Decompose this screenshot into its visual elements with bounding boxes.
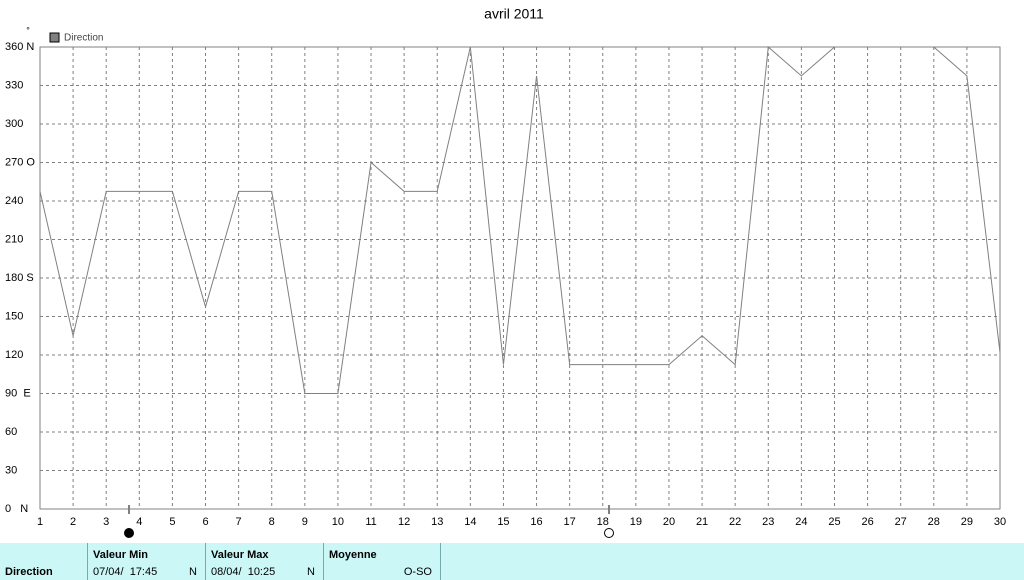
- table-cell: [441, 543, 1024, 580]
- value-direction: N: [307, 566, 315, 578]
- value-date: 07/04/ 17:45: [93, 566, 158, 578]
- x-tick-label: 29: [961, 516, 973, 528]
- x-tick-label: 6: [202, 516, 208, 528]
- x-tick-label: 3: [103, 516, 109, 528]
- x-tick-label: 10: [332, 516, 344, 528]
- value-direction: N: [189, 566, 197, 578]
- y-tick-label: 300: [5, 118, 23, 130]
- x-tick-label: 22: [729, 516, 741, 528]
- x-tick-label: 5: [169, 516, 175, 528]
- legend-label: Direction: [64, 33, 103, 44]
- x-tick-label: 8: [269, 516, 275, 528]
- y-tick-label: 210: [5, 233, 23, 245]
- y-tick-label: 360 N: [5, 41, 34, 53]
- y-tick-label: 270 O: [5, 156, 35, 168]
- chart-title: avril 2011: [484, 6, 544, 22]
- x-tick-label: 21: [696, 516, 708, 528]
- table-cell: Moyenne O-SO: [324, 543, 441, 580]
- column-header: Valeur Max: [211, 549, 269, 561]
- x-tick-label: 27: [895, 516, 907, 528]
- column-header: Valeur Min: [93, 549, 149, 561]
- x-tick-label: 1: [37, 516, 43, 528]
- y-tick-label: 0 N: [5, 503, 28, 515]
- x-tick-label: 4: [136, 516, 142, 528]
- x-tick-label: 18: [597, 516, 609, 528]
- x-tick-label: 13: [431, 516, 443, 528]
- plot-frame: [39, 46, 1001, 510]
- y-tick-label: 180 S: [5, 272, 34, 284]
- x-tick-label: 19: [630, 516, 642, 528]
- x-tick-label: 9: [302, 516, 308, 528]
- y-axis-label: °: [26, 25, 30, 35]
- x-tick-label: 23: [762, 516, 774, 528]
- y-tick-label: 90 E: [5, 387, 31, 399]
- x-tick-label: 24: [795, 516, 807, 528]
- moon-last-quarter: [124, 528, 134, 538]
- row-label: Direction: [5, 566, 53, 578]
- y-tick-label: 150: [5, 310, 23, 322]
- x-tick-label: 12: [398, 516, 410, 528]
- x-tick-label: 15: [497, 516, 509, 528]
- data-line: [39, 45, 1001, 394]
- y-tick-label: 240: [5, 195, 23, 207]
- x-tick-label: 16: [530, 516, 542, 528]
- y-tick-label: 330: [5, 79, 23, 91]
- legend-swatch: [49, 32, 60, 43]
- x-tick-label: 11: [365, 516, 376, 528]
- table-cell: Valeur Min 07/04/ 17:45 N: [88, 543, 206, 580]
- table-cell: Valeur Max 08/04/ 10:25 N: [206, 543, 324, 580]
- x-tick-label: 30: [994, 516, 1006, 528]
- column-header: Moyenne: [329, 549, 377, 561]
- y-tick-label: 120: [5, 349, 23, 361]
- table-cell: Direction: [0, 543, 88, 580]
- x-tick-label: 2: [70, 516, 76, 528]
- y-tick-label: 30: [5, 464, 17, 476]
- x-tick-label: 28: [928, 516, 940, 528]
- x-tick-label: 25: [828, 516, 840, 528]
- value-date: 08/04/ 10:25: [211, 566, 276, 578]
- x-tick-label: 20: [663, 516, 675, 528]
- y-tick-label: 60: [5, 426, 17, 438]
- x-tick-label: 26: [861, 516, 873, 528]
- moon-full: [604, 528, 614, 538]
- x-tick-label: 17: [564, 516, 576, 528]
- x-tick-label: 14: [464, 516, 476, 528]
- x-tick-label: 7: [236, 516, 242, 528]
- value-direction: O-SO: [403, 566, 432, 578]
